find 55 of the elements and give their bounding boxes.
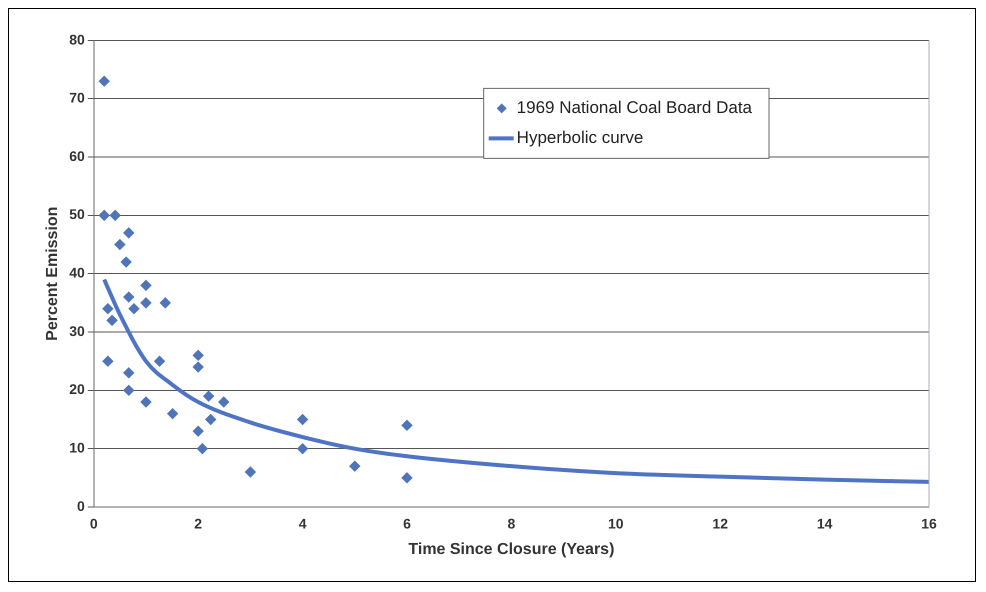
y-tick-label: 10: [69, 440, 85, 456]
point: [140, 297, 152, 308]
point: [98, 76, 110, 87]
point: [102, 303, 114, 314]
point: [123, 227, 134, 238]
point: [123, 292, 134, 303]
y-tick-label: 30: [69, 322, 85, 339]
point: [401, 420, 412, 431]
x-tick-label: 10: [608, 515, 624, 532]
point: [244, 466, 256, 478]
point: [167, 408, 178, 420]
point: [297, 443, 308, 454]
point: [140, 396, 152, 408]
x-tick-label: 2: [194, 515, 202, 532]
point: [123, 367, 134, 378]
y-axis-title: Percent Emission: [44, 206, 62, 341]
y-tick-label: 80: [69, 31, 85, 48]
point: [123, 384, 134, 396]
point: [154, 356, 166, 367]
point: [106, 314, 118, 326]
point: [110, 210, 121, 221]
y-tick-label: 70: [69, 90, 85, 106]
point: [205, 414, 216, 426]
x-tick-label: 0: [90, 515, 98, 532]
point: [203, 390, 214, 402]
point: [120, 256, 132, 268]
x-tick-label: 4: [298, 515, 307, 532]
point: [192, 362, 204, 373]
point: [160, 297, 171, 308]
point: [218, 396, 230, 408]
point: [192, 350, 204, 361]
point: [114, 239, 126, 250]
point: [128, 303, 140, 314]
point: [102, 356, 114, 367]
legend-label: 1969 National Coal Board Data: [516, 98, 753, 118]
x-tick-label: 6: [403, 515, 412, 532]
line-series: [102, 278, 929, 484]
legend-label: Hyperbolic curve: [516, 128, 644, 148]
x-tick-label: 8: [507, 515, 516, 532]
x-tick-label: 16: [921, 515, 937, 532]
y-tick-label: 0: [76, 498, 85, 514]
x-tick-label: 12: [712, 515, 728, 532]
y-tick-label: 40: [69, 264, 85, 281]
y-tick-label: 50: [69, 206, 85, 222]
x-axis-title: Time Since Closure (Years): [408, 540, 614, 558]
point: [196, 443, 208, 454]
point: [140, 280, 152, 291]
point: [297, 414, 308, 426]
y-tick-label: 20: [69, 381, 85, 398]
y-tick-label: 60: [69, 148, 85, 164]
point: [192, 426, 204, 437]
point: [401, 472, 412, 484]
point: [349, 460, 360, 472]
x-tick-label: 14: [816, 515, 833, 532]
point: [98, 210, 110, 221]
